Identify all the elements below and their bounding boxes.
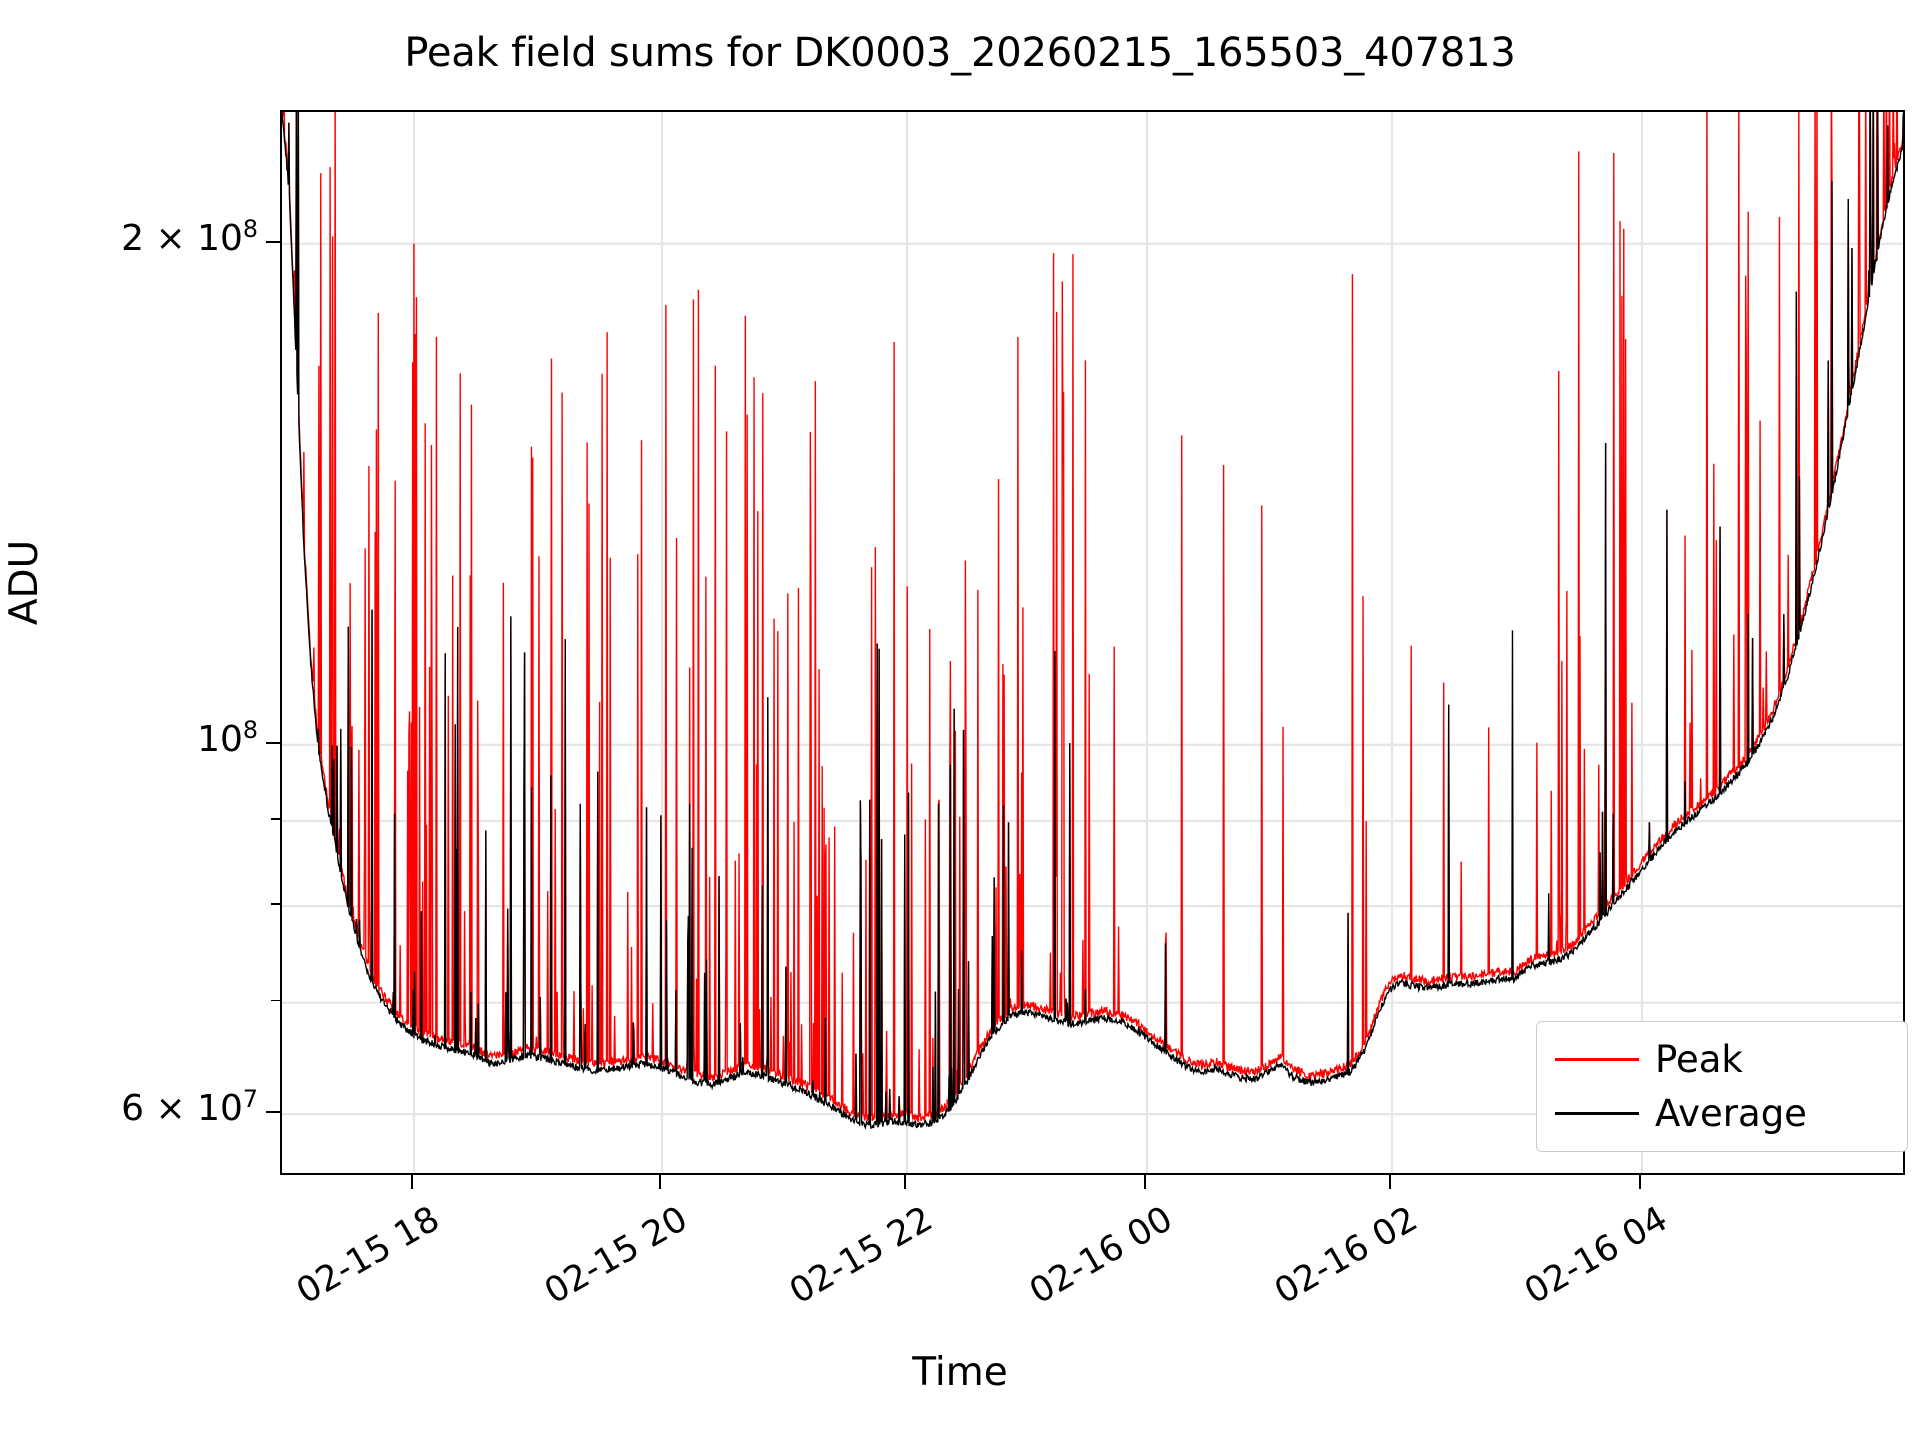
legend-label-peak: Peak	[1655, 1037, 1743, 1081]
y-axis-label: ADU	[2, 539, 48, 626]
x-tick-label: 02-15 20	[538, 1199, 695, 1313]
legend-swatch-peak	[1555, 1057, 1639, 1061]
x-tick-mark	[904, 1175, 907, 1189]
y-tick-label: 6 × 107	[121, 1085, 258, 1130]
y-tick-mark-minor	[271, 818, 280, 820]
plot-area	[280, 110, 1905, 1175]
legend-item-peak[interactable]: Peak	[1537, 1032, 1907, 1086]
chart-canvas	[282, 112, 1903, 1173]
y-tick-mark	[266, 741, 280, 745]
x-tick-mark	[1639, 1175, 1642, 1189]
x-axis-label: Time	[912, 1350, 1008, 1395]
x-tick-label: 02-16 02	[1268, 1199, 1425, 1313]
y-tick-label: 2 × 108	[121, 214, 258, 259]
legend-label-average: Average	[1655, 1091, 1807, 1135]
x-tick-mark	[659, 1175, 662, 1189]
x-tick-label: 02-15 18	[290, 1199, 447, 1313]
x-tick-mark	[411, 1175, 414, 1189]
chart-legend[interactable]: Peak Average	[1536, 1021, 1908, 1152]
x-tick-mark	[1389, 1175, 1392, 1189]
y-tick-mark-minor	[271, 999, 280, 1002]
y-tick-mark-minor	[271, 903, 280, 905]
y-tick-mark	[266, 1111, 280, 1114]
series-peak-line	[282, 112, 1903, 1123]
x-tick-mark	[1144, 1175, 1147, 1189]
y-tick-mark	[266, 240, 280, 243]
chart-title: Peak field sums for DK0003_20260215_1655…	[404, 30, 1516, 76]
legend-item-average[interactable]: Average	[1537, 1086, 1907, 1140]
series-average-line	[282, 112, 1903, 1130]
x-tick-label: 02-16 04	[1518, 1199, 1675, 1313]
legend-swatch-average	[1555, 1111, 1639, 1115]
x-tick-label: 02-16 00	[1023, 1199, 1180, 1313]
x-tick-label: 02-15 22	[783, 1199, 940, 1313]
y-tick-label: 108	[197, 715, 258, 760]
